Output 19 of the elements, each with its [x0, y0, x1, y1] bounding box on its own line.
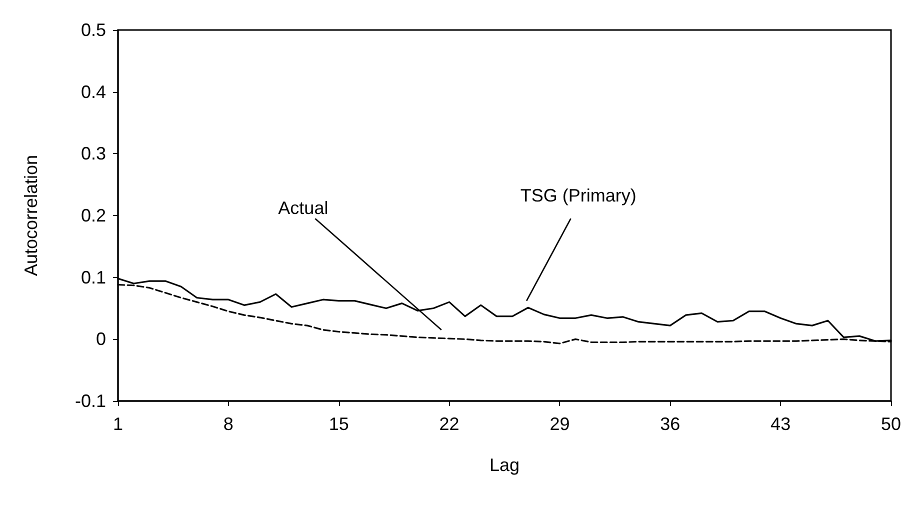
- x-tick-label: 29: [550, 414, 570, 434]
- y-tick-label: 0.1: [80, 267, 106, 288]
- y-tick-label: 0: [96, 329, 106, 350]
- y-axis-title: Autocorrelation: [21, 154, 41, 276]
- x-tick-label: 22: [439, 414, 460, 434]
- y-tick-label: 0.2: [80, 206, 106, 226]
- y-tick-label: -0.1: [74, 391, 106, 411]
- x-tick-label: 1: [112, 414, 124, 434]
- x-tick-label: 36: [660, 414, 680, 434]
- x-tick-label: 43: [770, 414, 791, 434]
- y-tick-label: 0.5: [80, 20, 106, 40]
- x-axis-title: Lag: [489, 455, 520, 475]
- y-tick-label: 0.4: [80, 82, 106, 102]
- text: TSG (Primary): [520, 185, 636, 206]
- x-tick-label: 8: [223, 414, 234, 434]
- x-tick-label: 50: [880, 414, 902, 434]
- y-tick-label: 0.3: [80, 144, 106, 164]
- x-tick-label: 15: [328, 414, 349, 434]
- text: Actual: [278, 198, 328, 218]
